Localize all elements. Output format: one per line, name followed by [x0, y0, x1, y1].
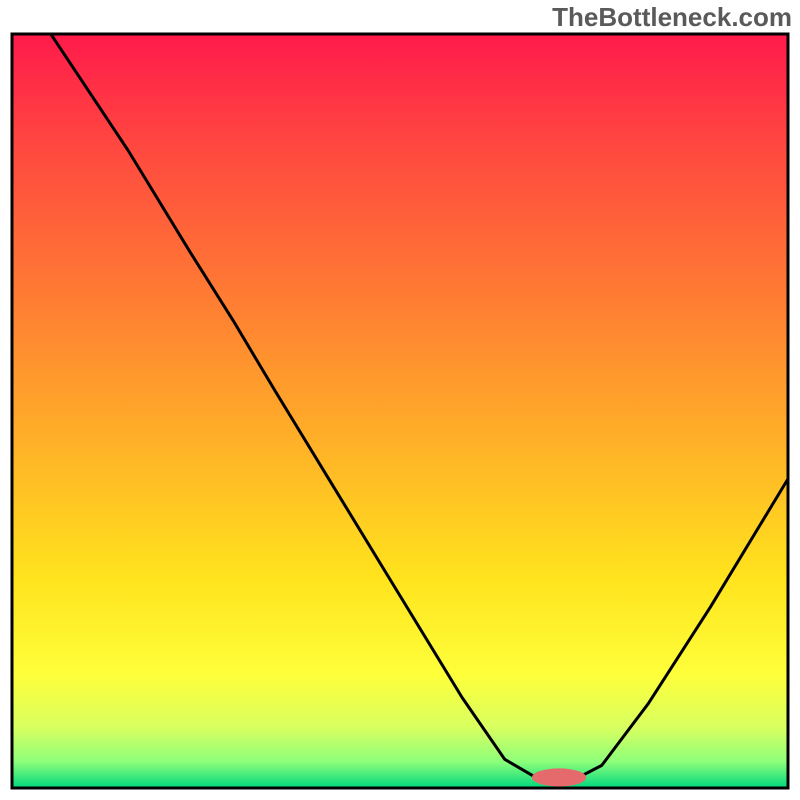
chart-svg [0, 0, 800, 800]
chart-stage: TheBottleneck.com [0, 0, 800, 800]
optimal-marker [532, 768, 586, 786]
attribution-watermark: TheBottleneck.com [552, 2, 792, 33]
plot-background [12, 34, 788, 788]
